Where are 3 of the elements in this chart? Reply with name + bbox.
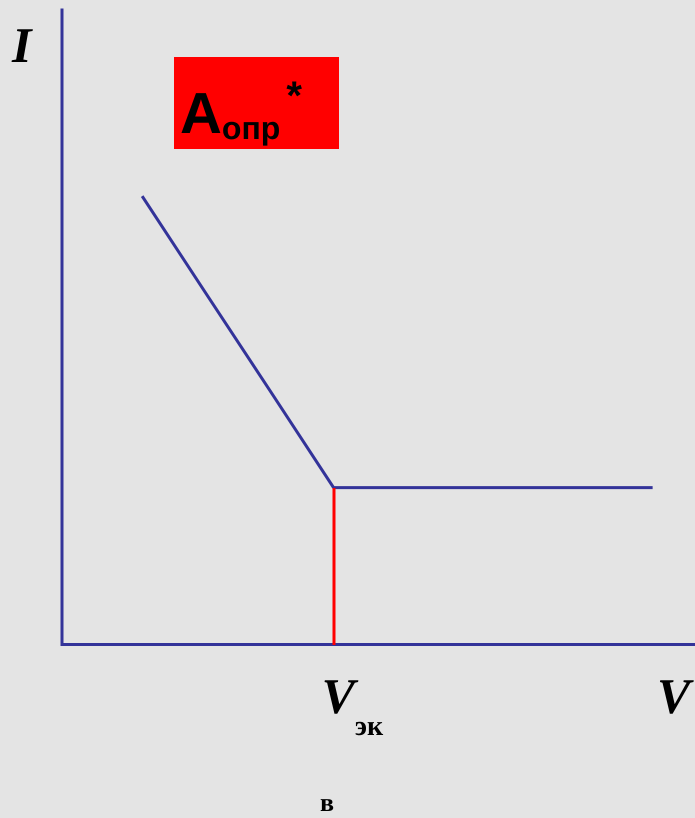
y-axis-title: I [12,16,32,74]
text: в [320,788,334,818]
text: V$_{эк}$ [322,666,384,743]
